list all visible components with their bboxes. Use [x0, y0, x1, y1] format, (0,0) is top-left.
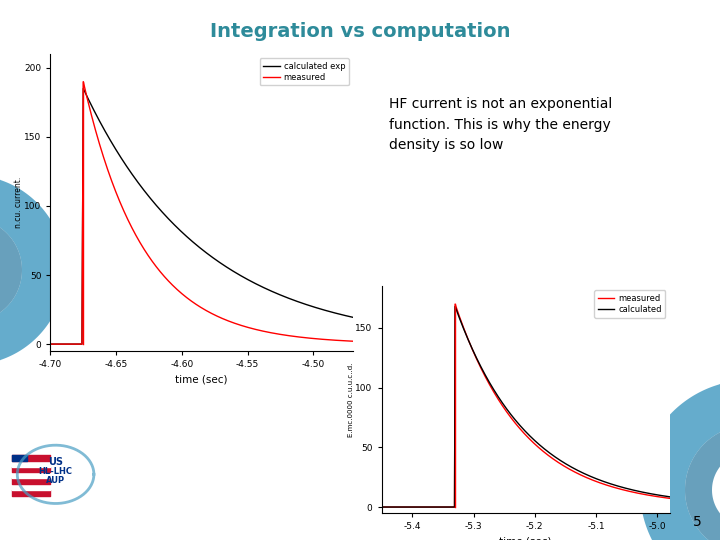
calculated exp	[348, 314, 357, 321]
X-axis label: time (sec): time (sec)	[500, 537, 552, 540]
Legend: measured, calculated: measured, calculated	[595, 291, 665, 318]
measured	[494, 396, 503, 402]
Line: measured: measured	[50, 82, 353, 344]
Text: HF current is not an exponential
function. This is why the energy
density is so : HF current is not an exponential functio…	[389, 97, 612, 152]
Legend: calculated exp, measured: calculated exp, measured	[259, 58, 348, 85]
Text: AUP: AUP	[46, 476, 65, 485]
measured	[536, 446, 544, 452]
PathPatch shape	[0, 175, 65, 365]
Y-axis label: n.cu. current.: n.cu. current.	[14, 177, 23, 228]
calculated	[497, 398, 505, 404]
calculated exp	[330, 309, 338, 316]
measured	[128, 226, 137, 232]
calculated	[570, 465, 579, 472]
measured	[451, 301, 459, 307]
measured	[330, 337, 338, 343]
measured	[46, 341, 55, 347]
PathPatch shape	[640, 380, 720, 540]
Line: calculated: calculated	[382, 307, 670, 507]
calculated	[441, 504, 449, 510]
X-axis label: time (sec): time (sec)	[176, 375, 228, 384]
calculated	[598, 477, 606, 484]
Text: US: US	[48, 457, 63, 467]
calculated	[494, 393, 503, 400]
calculated exp	[247, 278, 256, 285]
Line: measured: measured	[382, 304, 670, 507]
calculated exp	[128, 172, 137, 178]
measured	[377, 504, 386, 510]
calculated	[536, 442, 544, 449]
measured	[230, 320, 239, 327]
calculated exp	[168, 220, 177, 227]
PathPatch shape	[0, 218, 22, 322]
measured	[247, 325, 256, 332]
calculated	[377, 504, 386, 510]
measured	[570, 469, 579, 475]
measured	[348, 338, 357, 345]
calculated exp	[79, 85, 88, 92]
calculated	[665, 494, 674, 500]
PathPatch shape	[685, 425, 720, 540]
Text: HL-LHC: HL-LHC	[39, 467, 73, 476]
measured	[497, 401, 505, 407]
measured	[598, 480, 606, 487]
measured	[204, 309, 213, 315]
Y-axis label: E.mc.0000 c.u.u.c..d.: E.mc.0000 c.u.u.c..d.	[348, 362, 354, 437]
calculated	[451, 303, 459, 310]
measured	[168, 282, 177, 289]
calculated exp	[204, 252, 213, 258]
measured	[441, 504, 449, 510]
calculated exp	[46, 341, 55, 347]
measured	[665, 495, 674, 502]
measured	[79, 78, 88, 85]
calculated exp	[230, 269, 239, 275]
Text: Integration vs computation: Integration vs computation	[210, 22, 510, 40]
Text: 5: 5	[693, 515, 702, 529]
Line: calculated exp: calculated exp	[50, 89, 353, 344]
